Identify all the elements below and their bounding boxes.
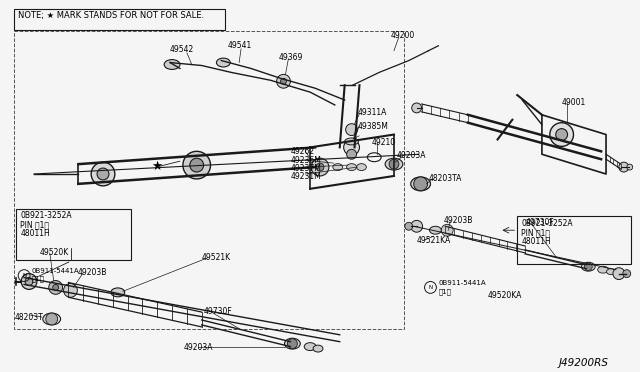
Circle shape	[346, 124, 358, 135]
Circle shape	[405, 222, 413, 230]
Text: 48011H: 48011H	[521, 237, 551, 246]
Text: 49203A: 49203A	[397, 151, 426, 160]
Ellipse shape	[304, 343, 316, 350]
Ellipse shape	[356, 164, 366, 170]
Ellipse shape	[313, 345, 323, 352]
Circle shape	[97, 168, 109, 180]
Text: 49237M: 49237M	[291, 164, 321, 173]
Text: 49203B: 49203B	[77, 268, 107, 277]
Circle shape	[25, 278, 33, 285]
Circle shape	[49, 280, 63, 294]
Text: 48203TA: 48203TA	[429, 174, 462, 183]
Ellipse shape	[216, 58, 230, 67]
Circle shape	[316, 163, 324, 171]
Text: 49236M: 49236M	[291, 156, 321, 165]
Bar	[14, 31, 404, 329]
Text: PIN （1）: PIN （1）	[521, 228, 550, 237]
Text: 49521K: 49521K	[202, 253, 231, 262]
Circle shape	[442, 224, 453, 236]
Text: 49730F: 49730F	[204, 307, 232, 316]
Ellipse shape	[333, 164, 342, 170]
Circle shape	[280, 78, 287, 84]
Circle shape	[413, 177, 428, 191]
Ellipse shape	[111, 288, 125, 297]
Circle shape	[411, 220, 422, 232]
Text: （1）: （1）	[438, 288, 451, 295]
Text: 49231M: 49231M	[291, 172, 321, 181]
Text: 0B921-3252A: 0B921-3252A	[521, 219, 573, 228]
Text: N: N	[428, 285, 433, 290]
Ellipse shape	[429, 226, 442, 234]
Text: PIN （1）: PIN （1）	[20, 220, 49, 230]
Text: 49730F: 49730F	[525, 218, 554, 227]
Circle shape	[311, 158, 329, 176]
Ellipse shape	[345, 138, 358, 145]
Text: 49520K: 49520K	[40, 248, 69, 257]
Ellipse shape	[164, 60, 180, 70]
Ellipse shape	[581, 262, 595, 271]
Text: 0B921-3252A: 0B921-3252A	[20, 211, 72, 221]
Circle shape	[276, 74, 291, 88]
Text: 49520KA: 49520KA	[488, 291, 522, 300]
Circle shape	[46, 313, 58, 325]
Circle shape	[347, 149, 356, 159]
Ellipse shape	[347, 164, 356, 170]
Bar	[517, 217, 630, 264]
Ellipse shape	[411, 177, 431, 191]
Circle shape	[63, 283, 77, 297]
Circle shape	[556, 129, 568, 141]
Text: 49200: 49200	[391, 31, 415, 40]
Ellipse shape	[43, 313, 61, 325]
Text: 49262: 49262	[291, 147, 314, 156]
Text: 49521KA: 49521KA	[417, 236, 451, 245]
Ellipse shape	[285, 338, 300, 349]
Text: N: N	[22, 273, 26, 278]
Circle shape	[389, 159, 399, 169]
Text: 49542: 49542	[170, 45, 195, 54]
Bar	[14, 9, 225, 30]
Circle shape	[613, 268, 625, 279]
Ellipse shape	[385, 158, 403, 170]
Circle shape	[190, 158, 204, 172]
Text: 49369: 49369	[278, 53, 303, 62]
Text: 49311A: 49311A	[358, 108, 387, 117]
Text: 49210: 49210	[371, 138, 396, 147]
Circle shape	[623, 270, 630, 278]
Bar	[16, 209, 131, 260]
Text: 49203A: 49203A	[184, 343, 213, 352]
Text: 49385M: 49385M	[358, 122, 388, 131]
Circle shape	[287, 339, 298, 349]
Circle shape	[627, 164, 633, 170]
Text: 49541: 49541	[227, 41, 252, 50]
Circle shape	[619, 162, 628, 172]
Text: J49200RS: J49200RS	[559, 359, 609, 368]
Text: （1）: （1）	[32, 275, 45, 282]
Text: 48011H: 48011H	[20, 229, 50, 238]
Ellipse shape	[607, 269, 616, 275]
Circle shape	[550, 123, 573, 147]
Circle shape	[584, 263, 592, 271]
Text: 48203T: 48203T	[14, 313, 43, 322]
Text: ★: ★	[152, 160, 163, 173]
Ellipse shape	[598, 266, 609, 273]
Circle shape	[183, 151, 211, 179]
Circle shape	[52, 285, 59, 291]
Text: 0B911-5441A: 0B911-5441A	[32, 268, 79, 274]
Circle shape	[412, 103, 422, 113]
Text: 49001: 49001	[562, 98, 586, 107]
Text: NOTE; ★ MARK STANDS FOR NOT FOR SALE.: NOTE; ★ MARK STANDS FOR NOT FOR SALE.	[18, 11, 204, 20]
Circle shape	[91, 162, 115, 186]
Circle shape	[21, 274, 37, 289]
Circle shape	[344, 140, 360, 155]
Text: 0B911-5441A: 0B911-5441A	[438, 280, 486, 286]
Text: 49203B: 49203B	[444, 217, 473, 225]
